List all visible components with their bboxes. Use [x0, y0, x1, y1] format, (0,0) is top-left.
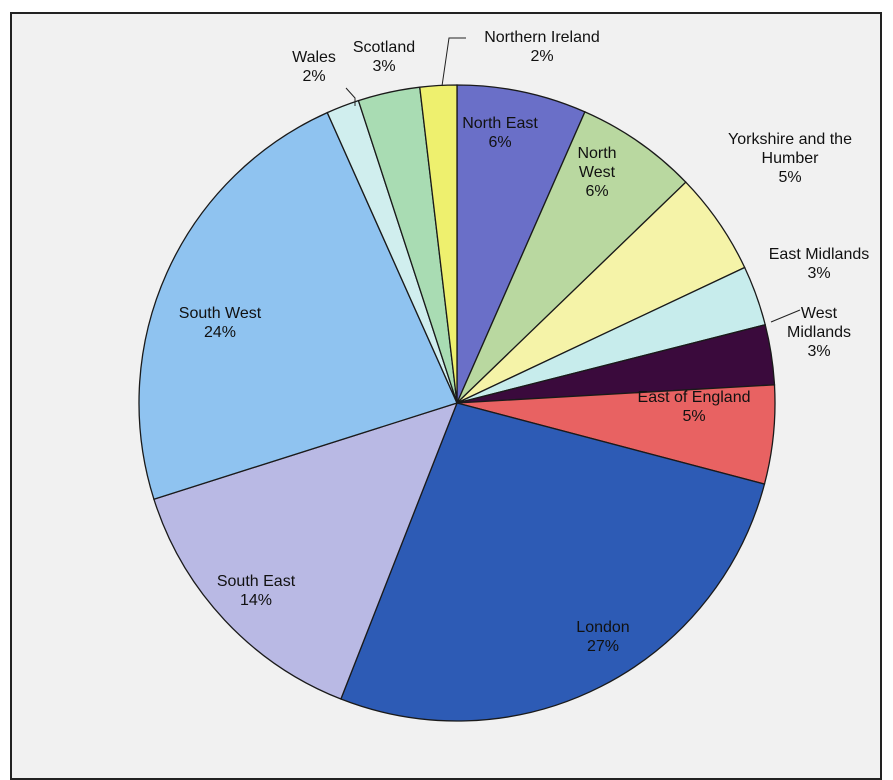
slice-name-label: London [576, 619, 629, 636]
slice-name-label: East of England [638, 389, 751, 406]
slice-name-label: Yorkshire and the [728, 131, 852, 148]
slice-value-label: 6% [585, 183, 608, 200]
slice-name-label: South East [217, 573, 296, 590]
leader-line-west-midlands [770, 309, 801, 323]
slice-name-label: Humber [762, 150, 820, 167]
slice-label-northern-ireland: Northern Ireland 2% [484, 29, 600, 65]
slice-value-label: 27% [587, 638, 619, 655]
slice-name-label: Scotland [353, 39, 415, 56]
pie-slice-north-east [456, 84, 586, 404]
slice-name-label: South West [179, 305, 262, 322]
slice-label-east-midlands: East Midlands 3% [769, 246, 870, 282]
slice-value-label: 24% [204, 324, 236, 341]
leader-line-wales [345, 87, 356, 106]
pie-slices [138, 84, 776, 722]
slice-name-label: East Midlands [769, 246, 870, 263]
slice-value-label: 2% [530, 48, 553, 65]
slice-value-label: 3% [807, 265, 830, 282]
slice-value-label: 14% [240, 592, 272, 609]
slice-label-south-east: South East 14% [217, 573, 296, 609]
slice-label-west-midlands: West Midlands 3% [787, 305, 851, 360]
slice-name-label: North [577, 145, 616, 162]
slice-label-north-west: North West 6% [577, 145, 616, 200]
slice-value-label: 6% [488, 134, 511, 151]
leader-line-northern-ireland [441, 37, 466, 87]
slice-name-label: West [579, 164, 616, 181]
pie-slice-london [340, 402, 766, 722]
slice-name-label: Midlands [787, 324, 851, 341]
pie-labels: North East 6% North West 6% Yorkshire and the… [179, 29, 869, 655]
slice-value-label: 5% [778, 169, 801, 186]
pie-slice-south-west [138, 111, 458, 501]
pie-slice-northern-ireland [419, 84, 458, 404]
slice-value-label: 5% [682, 408, 705, 425]
slice-value-label: 3% [807, 343, 830, 360]
slice-name-label: Northern Ireland [484, 29, 600, 46]
slice-label-south-west: South West 24% [179, 305, 262, 341]
slice-label-scotland: Scotland 3% [353, 39, 415, 75]
slice-label-wales: Wales 2% [292, 49, 336, 85]
slice-label-east-of-england: East of England 5% [638, 389, 751, 425]
pie-slice-north-west [456, 111, 687, 404]
slice-label-london: London 27% [576, 619, 629, 655]
slice-name-label: Wales [292, 49, 336, 66]
slice-label-north-east: North East 6% [462, 115, 538, 151]
pie-slice-south-east [153, 401, 459, 700]
slice-label-yorkshire-and-the-humber: Yorkshire and the Humber 5% [728, 131, 852, 186]
slice-value-label: 2% [302, 68, 325, 85]
slice-value-label: 3% [372, 58, 395, 75]
slice-name-label: North East [462, 115, 538, 132]
slice-name-label: West [801, 305, 838, 322]
